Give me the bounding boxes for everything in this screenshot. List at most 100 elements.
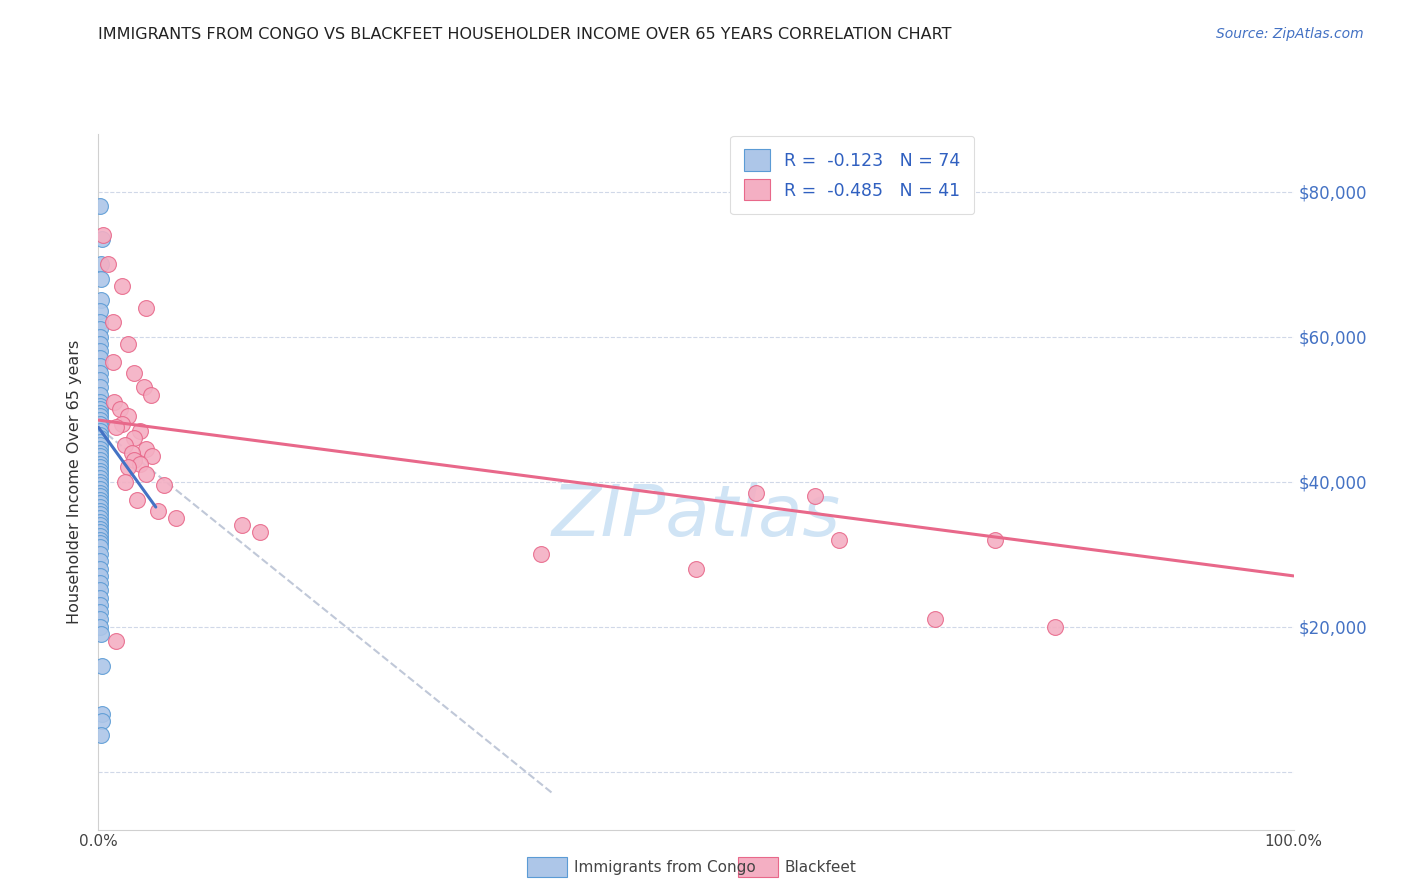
Point: [89, 547, 111, 561]
Point: [89, 515, 111, 529]
Point: [91, 228, 114, 243]
Point: [89, 540, 111, 554]
Point: [89, 402, 111, 417]
Point: [117, 337, 139, 351]
Point: [231, 518, 253, 533]
Point: [124, 366, 146, 380]
Point: [89, 406, 111, 420]
Point: [111, 417, 134, 431]
Point: [89, 460, 111, 475]
Point: [685, 562, 707, 576]
Point: [89, 525, 111, 540]
Legend: R =  -0.123   N = 74, R =  -0.485   N = 41: R = -0.123 N = 74, R = -0.485 N = 41: [730, 136, 974, 214]
Text: Immigrants from Congo: Immigrants from Congo: [574, 861, 755, 875]
Point: [135, 442, 157, 456]
Point: [89, 485, 111, 500]
Point: [89, 420, 111, 434]
Point: [89, 489, 111, 503]
Point: [117, 409, 139, 424]
Point: [89, 511, 111, 525]
Point: [89, 427, 111, 442]
Point: [89, 598, 111, 612]
Point: [89, 478, 111, 492]
Point: [91, 232, 114, 246]
Point: [745, 485, 768, 500]
Point: [89, 431, 111, 445]
Text: ZIPatlas: ZIPatlas: [551, 482, 841, 551]
Point: [89, 304, 111, 318]
Point: [1043, 619, 1066, 633]
Point: [135, 467, 157, 482]
Point: [89, 395, 111, 409]
Point: [89, 199, 111, 213]
Point: [91, 659, 114, 673]
Point: [91, 706, 114, 721]
Point: [135, 301, 157, 315]
Point: [924, 612, 946, 626]
Point: [89, 413, 111, 427]
Point: [89, 508, 111, 522]
Point: [89, 533, 111, 547]
Point: [108, 402, 131, 417]
Point: [529, 547, 551, 561]
Point: [165, 511, 187, 525]
Point: [89, 438, 111, 452]
Point: [90, 271, 112, 285]
Point: [90, 627, 112, 641]
Point: [129, 424, 152, 438]
Text: Blackfeet: Blackfeet: [785, 861, 856, 875]
Point: [105, 420, 128, 434]
Point: [124, 453, 146, 467]
Point: [89, 337, 111, 351]
Point: [141, 450, 163, 464]
Point: [89, 464, 111, 478]
Point: [89, 344, 111, 359]
Point: [153, 478, 176, 492]
Point: [89, 569, 111, 583]
Point: [89, 522, 111, 536]
Point: [132, 380, 155, 394]
Point: [89, 612, 111, 626]
Point: [89, 373, 111, 387]
Point: [89, 529, 111, 543]
Point: [984, 533, 1007, 547]
Point: [828, 533, 851, 547]
Point: [114, 438, 136, 452]
Point: [148, 503, 170, 517]
Point: [90, 728, 112, 742]
Point: [89, 366, 111, 380]
Point: [249, 525, 271, 540]
Point: [89, 576, 111, 591]
Point: [129, 457, 152, 471]
Point: [89, 359, 111, 373]
Point: [89, 503, 111, 517]
Point: [89, 417, 111, 431]
Point: [89, 500, 111, 514]
Point: [89, 434, 111, 449]
Point: [89, 467, 111, 482]
Point: [121, 446, 143, 460]
Point: [89, 322, 111, 336]
Point: [101, 315, 124, 329]
Point: [89, 619, 111, 633]
Point: [89, 471, 111, 485]
Point: [89, 562, 111, 576]
Point: [97, 257, 120, 271]
Point: [89, 399, 111, 413]
Point: [89, 409, 111, 424]
Point: [89, 446, 111, 460]
Point: [125, 492, 148, 507]
Point: [89, 518, 111, 533]
Point: [89, 424, 111, 438]
Point: [89, 315, 111, 329]
Point: [117, 460, 139, 475]
Point: [101, 355, 124, 369]
Point: [89, 453, 111, 467]
Point: [89, 492, 111, 507]
Point: [89, 351, 111, 366]
Point: [89, 450, 111, 464]
Text: IMMIGRANTS FROM CONGO VS BLACKFEET HOUSEHOLDER INCOME OVER 65 YEARS CORRELATION : IMMIGRANTS FROM CONGO VS BLACKFEET HOUSE…: [98, 27, 952, 42]
Point: [139, 387, 162, 401]
Point: [124, 431, 146, 445]
Point: [89, 554, 111, 568]
